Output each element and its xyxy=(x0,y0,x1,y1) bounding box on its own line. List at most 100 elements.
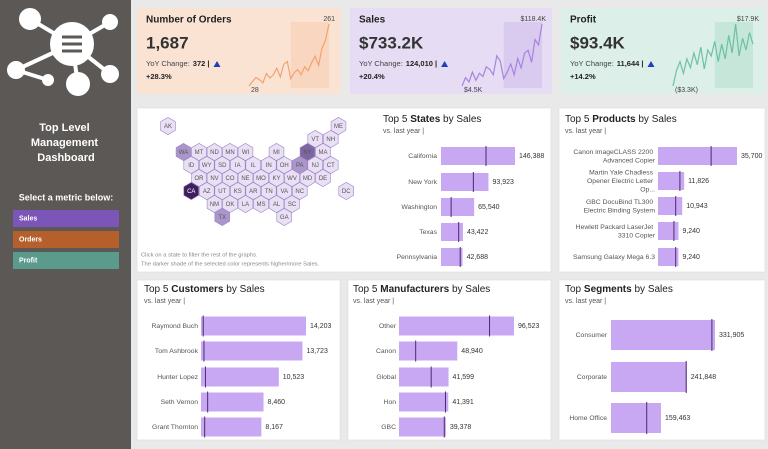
state-label[interactable]: OK xyxy=(226,202,235,208)
metric-button[interactable] xyxy=(13,252,119,269)
state-hex[interactable] xyxy=(276,156,293,174)
state-hex[interactable] xyxy=(260,182,277,200)
state-label[interactable]: SC xyxy=(288,202,297,208)
value-label: 9,240 xyxy=(682,254,700,261)
kpi-value: $93.4K xyxy=(570,33,626,52)
current-year-band xyxy=(714,22,753,88)
state-label[interactable]: NE xyxy=(241,176,249,182)
chart-subtitle: vs. last year | xyxy=(144,298,185,305)
state-label[interactable]: IN xyxy=(266,163,272,169)
state-label[interactable]: VT xyxy=(311,137,319,143)
sparkline-min-label: 28 xyxy=(251,87,259,94)
state-hex[interactable] xyxy=(260,156,277,174)
state-label[interactable]: AZ xyxy=(203,189,211,195)
state-hex[interactable] xyxy=(307,156,324,174)
title-part: by Sales xyxy=(638,114,676,125)
state-label[interactable]: AK xyxy=(164,124,172,130)
state-label[interactable]: WA xyxy=(179,150,188,156)
state-hex[interactable] xyxy=(338,182,355,200)
chart-title: Top 5 Products by Sales xyxy=(565,114,677,125)
state-label[interactable]: MD xyxy=(303,176,313,182)
state-label[interactable]: AR xyxy=(249,189,258,195)
metric-button-label[interactable]: Profit xyxy=(19,257,38,264)
state-hex[interactable] xyxy=(276,182,293,200)
metric-button-label[interactable]: Orders xyxy=(19,236,42,243)
up-triangle xyxy=(213,61,221,67)
sidebar-title: Top Level Management Dashboard xyxy=(31,122,101,164)
state-hex[interactable] xyxy=(183,182,199,200)
kpi-value: $733.2K xyxy=(359,33,424,52)
state-hex[interactable] xyxy=(291,156,308,174)
bar xyxy=(201,392,264,412)
state-label[interactable]: NM xyxy=(210,202,219,208)
state-hex[interactable] xyxy=(307,130,324,148)
state-label[interactable]: MA xyxy=(319,150,328,156)
state-label[interactable]: TX xyxy=(218,215,226,221)
state-label[interactable]: NY xyxy=(303,150,311,156)
title-part: by Sales xyxy=(634,284,672,295)
state-hex[interactable] xyxy=(315,169,331,187)
state-label[interactable]: OH xyxy=(280,163,289,169)
state-label[interactable]: AL xyxy=(273,202,281,208)
category-label: Corporate xyxy=(577,374,607,381)
state-label[interactable]: CO xyxy=(226,176,235,182)
state-label[interactable]: VA xyxy=(280,189,288,195)
state-hex[interactable] xyxy=(322,130,339,148)
state-label[interactable]: NJ xyxy=(312,163,319,169)
state-label[interactable]: KY xyxy=(272,176,280,182)
state-label[interactable]: WV xyxy=(287,176,297,182)
state-label[interactable]: PA xyxy=(296,163,304,169)
state-hex[interactable] xyxy=(237,195,254,213)
state-hex[interactable] xyxy=(253,195,269,213)
state-label[interactable]: SD xyxy=(218,163,227,169)
state-label[interactable]: ND xyxy=(210,150,219,156)
state-label[interactable]: ID xyxy=(188,163,195,169)
value-label: 146,388 xyxy=(519,153,544,160)
state-label[interactable]: MO xyxy=(256,176,266,182)
state-label[interactable]: LA xyxy=(242,202,249,208)
state-label[interactable]: OR xyxy=(195,176,205,182)
state-label[interactable]: IA xyxy=(235,163,241,169)
state-label[interactable]: TN xyxy=(265,189,273,195)
state-hex[interactable] xyxy=(160,117,176,135)
value-label: 10,523 xyxy=(283,374,305,381)
category-label: California xyxy=(408,153,437,160)
state-label[interactable]: WY xyxy=(202,163,212,169)
state-label[interactable]: DC xyxy=(342,189,351,195)
state-label[interactable]: MI xyxy=(273,150,280,156)
state-label[interactable]: IL xyxy=(251,163,257,169)
metric-button[interactable] xyxy=(13,210,119,227)
state-label[interactable]: UT xyxy=(218,189,226,195)
chart-title: Top 5 States by Sales xyxy=(383,114,481,125)
bar xyxy=(201,316,306,336)
category-label: Grant Thornton xyxy=(152,424,198,431)
state-label[interactable]: MN xyxy=(225,150,234,156)
state-label[interactable]: MT xyxy=(195,150,204,156)
category-label: Martin Yale Chadless Opener Electric Let… xyxy=(587,169,655,193)
state-label[interactable]: NC xyxy=(295,189,304,195)
value-label: 331,905 xyxy=(719,332,744,339)
kpi-title: Sales xyxy=(359,15,386,26)
state-label[interactable]: NH xyxy=(326,137,335,143)
state-hex[interactable] xyxy=(214,208,230,226)
bar xyxy=(658,147,737,165)
bar xyxy=(658,222,679,240)
state-label[interactable]: WI xyxy=(242,150,250,156)
state-hex[interactable] xyxy=(291,182,308,200)
category-label: Raymond Buch xyxy=(152,323,199,330)
bar xyxy=(658,248,679,266)
state-label[interactable]: GA xyxy=(280,215,289,221)
state-label[interactable]: NV xyxy=(210,176,218,182)
state-label[interactable]: CT xyxy=(327,163,335,169)
metric-button-label[interactable]: Sales xyxy=(19,215,37,222)
bar xyxy=(201,367,279,387)
state-label[interactable]: MS xyxy=(257,202,266,208)
metric-button[interactable] xyxy=(13,231,119,248)
state-hex[interactable] xyxy=(276,208,293,226)
state-label[interactable]: CA xyxy=(187,189,195,195)
state-label[interactable]: DE xyxy=(319,176,327,182)
state-label[interactable]: KS xyxy=(234,189,242,195)
title-part: Top 5 xyxy=(144,284,169,295)
state-label[interactable]: ME xyxy=(334,124,343,130)
state-hex[interactable] xyxy=(322,156,339,174)
